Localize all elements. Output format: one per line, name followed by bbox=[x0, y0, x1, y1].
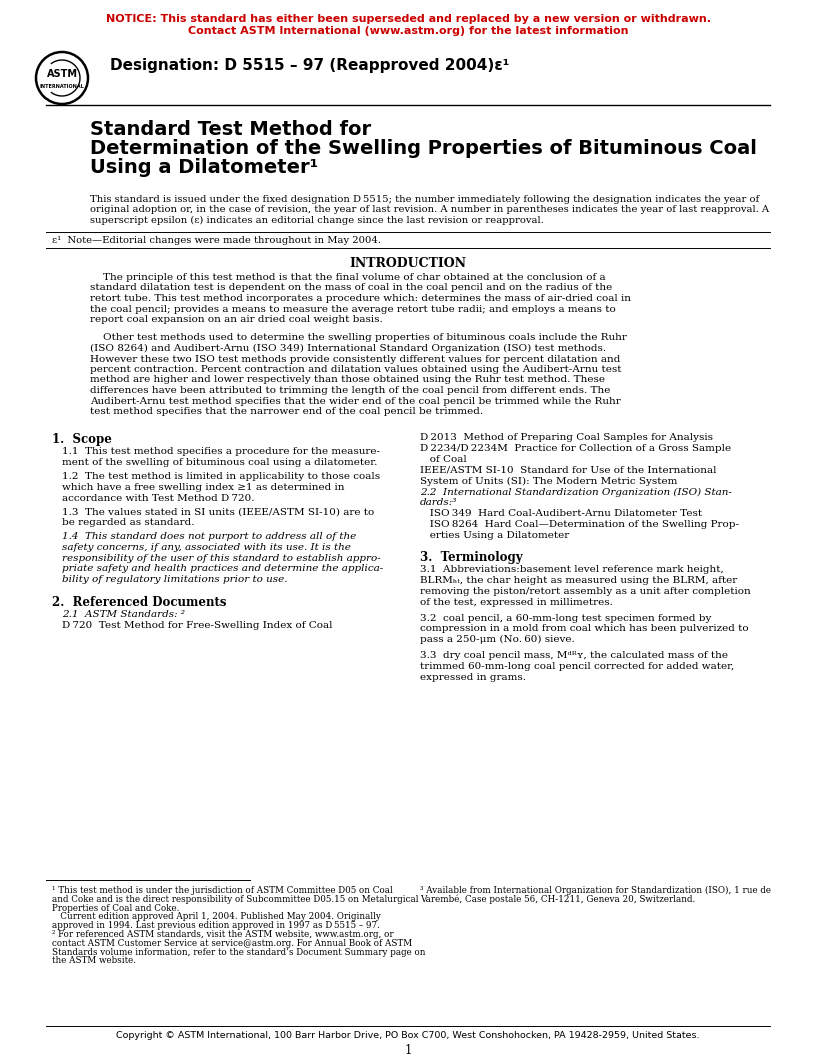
Text: method are higher and lower respectively than those obtained using the Ruhr test: method are higher and lower respectively… bbox=[90, 376, 605, 384]
Text: 1.1  This test method specifies a procedure for the measure-: 1.1 This test method specifies a procedu… bbox=[62, 448, 380, 456]
Text: pass a 250-μm (No. 60) sieve.: pass a 250-μm (No. 60) sieve. bbox=[420, 636, 574, 644]
Text: System of Units (SI): The Modern Metric System: System of Units (SI): The Modern Metric … bbox=[420, 476, 677, 486]
Text: 3.  Terminology: 3. Terminology bbox=[420, 551, 522, 565]
Text: of the test, expressed in millimetres.: of the test, expressed in millimetres. bbox=[420, 598, 613, 607]
Text: retort tube. This test method incorporates a procedure which: determines the mas: retort tube. This test method incorporat… bbox=[90, 294, 631, 303]
Text: which have a free swelling index ≥1 as determined in: which have a free swelling index ≥1 as d… bbox=[62, 483, 344, 492]
Text: ASTM: ASTM bbox=[47, 69, 78, 79]
Text: INTERNATIONAL: INTERNATIONAL bbox=[40, 83, 84, 89]
Text: D 720  Test Method for Free-Swelling Index of Coal: D 720 Test Method for Free-Swelling Inde… bbox=[62, 621, 332, 629]
Text: Properties of Coal and Coke.: Properties of Coal and Coke. bbox=[52, 904, 180, 912]
Text: Audibert-Arnu test method specifies that the wider end of the coal pencil be tri: Audibert-Arnu test method specifies that… bbox=[90, 396, 621, 406]
Text: (ISO 8264) and Audibert-Arnu (ISO 349) International Standard Organization (ISO): (ISO 8264) and Audibert-Arnu (ISO 349) I… bbox=[90, 344, 606, 353]
Text: Using a Dilatometer¹: Using a Dilatometer¹ bbox=[90, 158, 318, 177]
Text: However these two ISO test methods provide consistently different values for per: However these two ISO test methods provi… bbox=[90, 355, 620, 363]
Text: INTRODUCTION: INTRODUCTION bbox=[349, 257, 467, 270]
Text: 2.2  International Standardization Organization (ISO) Stan-: 2.2 International Standardization Organi… bbox=[420, 488, 732, 496]
Text: Determination of the Swelling Properties of Bituminous Coal: Determination of the Swelling Properties… bbox=[90, 139, 757, 158]
Text: percent contraction. Percent contraction and dilatation values obtained using th: percent contraction. Percent contraction… bbox=[90, 365, 622, 374]
Text: compression in a mold from coal which has been pulverized to: compression in a mold from coal which ha… bbox=[420, 624, 748, 634]
Text: Current edition approved April 1, 2004. Published May 2004. Originally: Current edition approved April 1, 2004. … bbox=[52, 912, 381, 922]
Text: This standard is issued under the fixed designation D 5515; the number immediate: This standard is issued under the fixed … bbox=[90, 195, 759, 204]
Text: 1.  Scope: 1. Scope bbox=[52, 434, 112, 447]
Text: Contact ASTM International (www.astm.org) for the latest information: Contact ASTM International (www.astm.org… bbox=[188, 26, 628, 36]
Text: 3.2  coal pencil, a 60-mm-long test specimen formed by: 3.2 coal pencil, a 60-mm-long test speci… bbox=[420, 614, 712, 623]
Text: Standard Test Method for: Standard Test Method for bbox=[90, 120, 371, 139]
Text: 3.1  Abbreviations:basement level reference mark height,: 3.1 Abbreviations:basement level referen… bbox=[420, 566, 724, 574]
Text: approved in 1994. Last previous edition approved in 1997 as D 5515 – 97.: approved in 1994. Last previous edition … bbox=[52, 921, 380, 930]
Text: ¹ This test method is under the jurisdiction of ASTM Committee D05 on Coal: ¹ This test method is under the jurisdic… bbox=[52, 886, 392, 895]
Text: Copyright © ASTM International, 100 Barr Harbor Drive, PO Box C700, West Conshoh: Copyright © ASTM International, 100 Barr… bbox=[116, 1031, 700, 1040]
Text: priate safety and health practices and determine the applica-: priate safety and health practices and d… bbox=[62, 565, 384, 573]
Text: removing the piston/retort assembly as a unit after completion: removing the piston/retort assembly as a… bbox=[420, 587, 751, 596]
Text: D 2013  Method of Preparing Coal Samples for Analysis: D 2013 Method of Preparing Coal Samples … bbox=[420, 434, 713, 442]
Text: Standards volume information, refer to the standard’s Document Summary page on: Standards volume information, refer to t… bbox=[52, 947, 425, 957]
Text: safety concerns, if any, associated with its use. It is the: safety concerns, if any, associated with… bbox=[62, 543, 351, 552]
Text: ISO 8264  Hard Coal—Determination of the Swelling Prop-: ISO 8264 Hard Coal—Determination of the … bbox=[420, 520, 739, 529]
Text: expressed in grams.: expressed in grams. bbox=[420, 673, 526, 682]
Text: Other test methods used to determine the swelling properties of bituminous coals: Other test methods used to determine the… bbox=[90, 334, 627, 342]
Text: 1.4  This standard does not purport to address all of the: 1.4 This standard does not purport to ad… bbox=[62, 532, 357, 541]
Text: NOTICE: This standard has either been superseded and replaced by a new version o: NOTICE: This standard has either been su… bbox=[105, 14, 711, 24]
Text: erties Using a Dilatometer: erties Using a Dilatometer bbox=[420, 531, 570, 540]
Text: ment of the swelling of bituminous coal using a dilatometer.: ment of the swelling of bituminous coal … bbox=[62, 458, 377, 468]
Text: be regarded as standard.: be regarded as standard. bbox=[62, 518, 194, 527]
Text: superscript epsilon (ε) indicates an editorial change since the last revision or: superscript epsilon (ε) indicates an edi… bbox=[90, 216, 543, 225]
Text: 3.3  dry coal pencil mass, Mᵈᴿʏ, the calculated mass of the: 3.3 dry coal pencil mass, Mᵈᴿʏ, the calc… bbox=[420, 652, 728, 660]
Text: dards:³: dards:³ bbox=[420, 498, 458, 507]
Text: 2.  Referenced Documents: 2. Referenced Documents bbox=[52, 596, 227, 609]
Text: Varembé, Case postale 56, CH-1211, Geneva 20, Switzerland.: Varembé, Case postale 56, CH-1211, Genev… bbox=[420, 894, 695, 904]
Text: original adoption or, in the case of revision, the year of last revision. A numb: original adoption or, in the case of rev… bbox=[90, 206, 769, 214]
Text: the ASTM website.: the ASTM website. bbox=[52, 957, 136, 965]
Text: and Coke and is the direct responsibility of Subcommittee D05.15 on Metalurgical: and Coke and is the direct responsibilit… bbox=[52, 894, 419, 904]
Text: report coal expansion on an air dried coal weight basis.: report coal expansion on an air dried co… bbox=[90, 315, 383, 324]
Text: ² For referenced ASTM standards, visit the ASTM website, www.astm.org, or: ² For referenced ASTM standards, visit t… bbox=[52, 930, 393, 939]
Text: responsibility of the user of this standard to establish appro-: responsibility of the user of this stand… bbox=[62, 553, 381, 563]
Text: ε¹  Note—Editorial changes were made throughout in May 2004.: ε¹ Note—Editorial changes were made thro… bbox=[52, 235, 381, 245]
Text: 1: 1 bbox=[404, 1044, 412, 1056]
Text: ³ Available from International Organization for Standardization (ISO), 1 rue de: ³ Available from International Organizat… bbox=[420, 886, 771, 895]
Text: the coal pencil; provides a means to measure the average retort tube radii; and : the coal pencil; provides a means to mea… bbox=[90, 304, 616, 314]
Text: BLRMₕₜ, the char height as measured using the BLRM, after: BLRMₕₜ, the char height as measured usin… bbox=[420, 577, 737, 585]
Text: IEEE/ASTM SI-10  Standard for Use of the International: IEEE/ASTM SI-10 Standard for Use of the … bbox=[420, 466, 716, 475]
Text: of Coal: of Coal bbox=[420, 455, 467, 464]
Text: 2.1  ASTM Standards: ²: 2.1 ASTM Standards: ² bbox=[62, 610, 185, 619]
Text: test method specifies that the narrower end of the coal pencil be trimmed.: test method specifies that the narrower … bbox=[90, 407, 483, 416]
Text: 1.2  The test method is limited in applicability to those coals: 1.2 The test method is limited in applic… bbox=[62, 472, 380, 482]
Text: The principle of this test method is that the final volume of char obtained at t: The principle of this test method is tha… bbox=[90, 274, 605, 282]
Text: contact ASTM Customer Service at service@astm.org. For Annual Book of ASTM: contact ASTM Customer Service at service… bbox=[52, 939, 412, 948]
Text: D 2234/D 2234M  Practice for Collection of a Gross Sample: D 2234/D 2234M Practice for Collection o… bbox=[420, 445, 731, 453]
Text: standard dilatation test is dependent on the mass of coal in the coal pencil and: standard dilatation test is dependent on… bbox=[90, 283, 612, 293]
Text: Designation: D 5515 – 97 (Reapproved 2004)ε¹: Designation: D 5515 – 97 (Reapproved 200… bbox=[110, 58, 509, 73]
Text: bility of regulatory limitations prior to use.: bility of regulatory limitations prior t… bbox=[62, 576, 287, 584]
Text: 1.3  The values stated in SI units (IEEE/ASTM SI-10) are to: 1.3 The values stated in SI units (IEEE/… bbox=[62, 508, 375, 516]
Text: accordance with Test Method D 720.: accordance with Test Method D 720. bbox=[62, 494, 255, 503]
Text: trimmed 60-mm-long coal pencil corrected for added water,: trimmed 60-mm-long coal pencil corrected… bbox=[420, 662, 734, 671]
Text: differences have been attributed to trimming the length of the coal pencil from : differences have been attributed to trim… bbox=[90, 386, 610, 395]
Text: ISO 349  Hard Coal-Audibert-Arnu Dilatometer Test: ISO 349 Hard Coal-Audibert-Arnu Dilatome… bbox=[420, 509, 702, 518]
